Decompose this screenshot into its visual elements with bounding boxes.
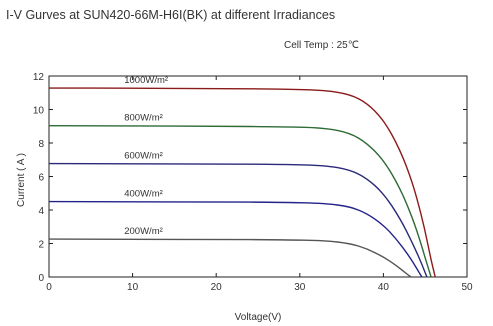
series-line-2 bbox=[48, 162, 428, 278]
y-tick-label: 0 bbox=[38, 273, 44, 284]
x-tick-label: 40 bbox=[378, 282, 390, 293]
x-tick-label: 10 bbox=[127, 282, 139, 293]
series-label: 800W/m² bbox=[124, 113, 163, 124]
x-tick-label: 50 bbox=[461, 282, 473, 293]
x-tick-label: 20 bbox=[211, 282, 223, 293]
y-tick-label: 12 bbox=[33, 72, 45, 83]
series-line-3 bbox=[48, 200, 423, 278]
y-axis-label: Current ( A ) bbox=[16, 153, 27, 207]
y-tick-label: 8 bbox=[38, 139, 44, 150]
series-label: 400W/m² bbox=[124, 189, 163, 200]
series-line-0 bbox=[48, 87, 436, 278]
y-tick-label: 10 bbox=[33, 106, 45, 117]
x-tick-label: 0 bbox=[46, 282, 52, 293]
series-label: 1000W/m² bbox=[124, 75, 168, 86]
series-line-4 bbox=[48, 238, 412, 278]
x-axis-label: Voltage(V) bbox=[235, 312, 282, 323]
chart-title: I-V Gurves at SUN420-66M-H6I(BK) at diff… bbox=[6, 8, 335, 22]
plot-area: 0 10 20 30 40 50 0 2 4 6 8 10 12 1000W/m² 800W/m² 600W/… bbox=[33, 72, 473, 293]
y-tick-label: 6 bbox=[38, 173, 44, 184]
series-line-1 bbox=[48, 125, 432, 278]
y-tick-label: 2 bbox=[38, 240, 44, 251]
series-label: 600W/m² bbox=[124, 151, 163, 162]
chart-subtitle: Cell Temp : 25℃ bbox=[284, 40, 359, 51]
y-tick-label: 4 bbox=[38, 206, 44, 217]
x-tick-label: 30 bbox=[294, 282, 306, 293]
series-label: 200W/m² bbox=[124, 226, 163, 237]
plot-frame bbox=[48, 75, 468, 278]
